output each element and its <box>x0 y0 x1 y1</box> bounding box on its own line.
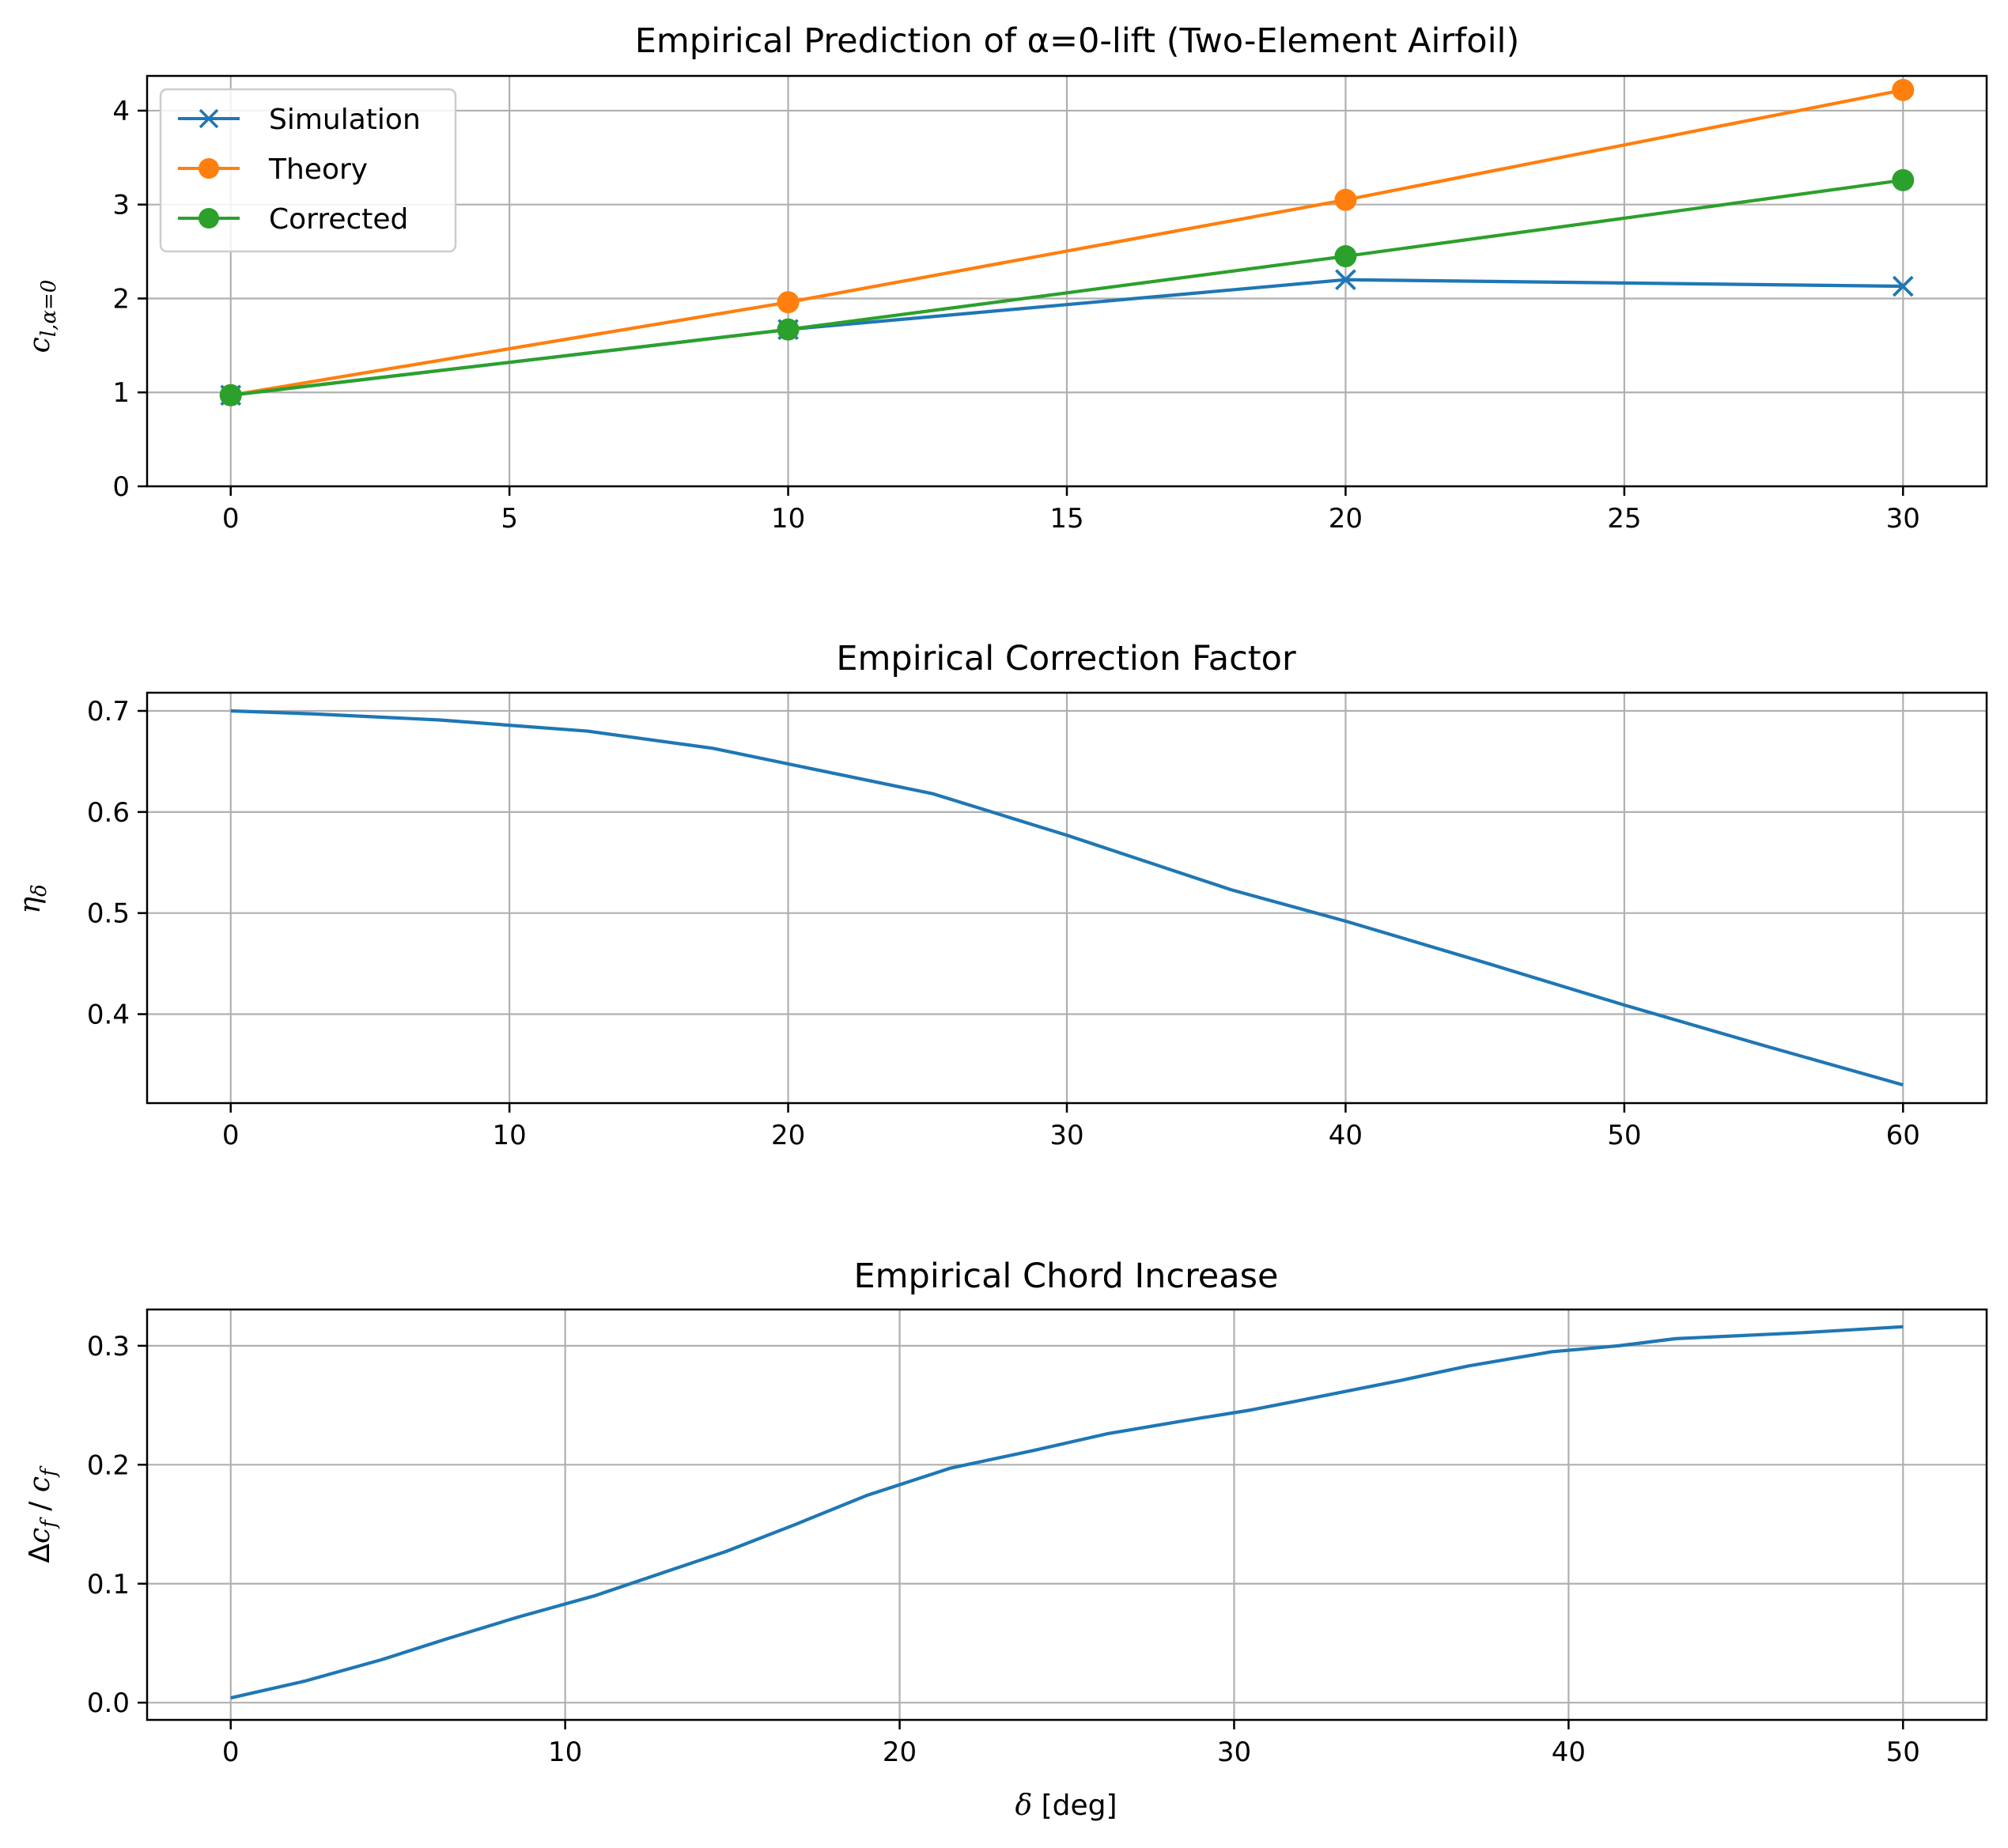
legend-label-corrected: Corrected <box>269 203 408 236</box>
y-tick-label: 0.3 <box>87 1331 130 1362</box>
data-point-theory <box>777 291 800 314</box>
plot-frame-lift <box>146 74 1988 488</box>
x-tick-label: 60 <box>1886 1120 1920 1151</box>
x-tick-label: 40 <box>1552 1737 1586 1768</box>
y-tick-label: 0 <box>112 471 130 503</box>
y-axis-label-correction: ηδ <box>14 884 51 913</box>
series-line-theory <box>230 88 1904 397</box>
y-tick-label: 3 <box>112 190 130 221</box>
plot-frame-chord <box>146 1308 1988 1721</box>
x-tick-label: 5 <box>501 503 518 535</box>
ticks-correction: 0 10 20 30 40 50 60 0.4 0.5 0.6 0.7 <box>87 696 1920 1151</box>
x-tick-label: 30 <box>1886 503 1920 535</box>
ticks-lift: 0 5 10 15 20 25 30 0 1 2 3 4 <box>112 96 1920 535</box>
data-point-corrected <box>219 384 242 406</box>
data-point-corrected <box>1334 245 1357 268</box>
y-tick-label: 2 <box>112 283 130 315</box>
x-tick-label: 0 <box>222 1120 240 1151</box>
legend-box <box>159 88 457 253</box>
series-line-series <box>230 709 1904 1087</box>
y-tick-label: 0.1 <box>87 1569 130 1600</box>
y-axis-label-chord: Δcf / cf <box>24 1465 61 1563</box>
series-correction <box>230 709 1904 1087</box>
x-tick-label: 15 <box>1049 503 1083 535</box>
data-point-simulation <box>1335 269 1356 291</box>
y-tick-label: 1 <box>112 377 130 409</box>
panel-chord-increase: Empirical Chord Increase Δcf / cf 0 10 20 3… <box>24 1257 1988 1822</box>
series-lift <box>219 78 1915 406</box>
chart-title-chord: Empirical Chord Increase <box>854 1257 1279 1296</box>
legend-marker-theory <box>199 158 219 179</box>
data-point-theory <box>1892 78 1915 101</box>
y-tick-label: 0.6 <box>87 797 130 829</box>
ticks-chord: 0 10 20 30 40 50 0.0 0.1 0.2 0.3 <box>87 1331 1920 1768</box>
y-tick-label: 0.2 <box>87 1449 130 1481</box>
x-tick-label: 25 <box>1607 503 1641 535</box>
x-axis-label-chord: δ [deg] <box>1015 1789 1117 1822</box>
x-tick-label: 10 <box>548 1737 582 1768</box>
chart-title-correction: Empirical Correction Factor <box>836 639 1296 678</box>
data-point-corrected <box>1892 168 1915 191</box>
x-tick-label: 50 <box>1607 1120 1641 1151</box>
y-tick-label: 0.0 <box>87 1687 130 1719</box>
x-tick-label: 50 <box>1886 1737 1920 1768</box>
x-tick-label: 0 <box>222 1737 240 1768</box>
legend-marker-simulation <box>199 108 219 129</box>
grid-correction <box>147 693 1987 1103</box>
x-tick-label: 0 <box>222 503 240 535</box>
series-line-corrected <box>230 178 1904 397</box>
y-tick-label: 0.7 <box>87 696 130 727</box>
y-axis-label-lift: cl,α=0 <box>24 280 61 353</box>
chart-title-lift: Empirical Prediction of α=0-lift (Two-El… <box>635 21 1520 61</box>
legend-label-simulation: Simulation <box>269 104 421 136</box>
x-tick-label: 10 <box>493 1120 527 1151</box>
x-tick-label: 10 <box>771 503 805 535</box>
y-tick-label: 4 <box>112 96 130 127</box>
plot-frame-correction <box>146 691 1988 1105</box>
data-point-simulation <box>1892 275 1914 297</box>
legend-marker-corrected <box>199 208 219 229</box>
series-chord <box>230 1325 1904 1700</box>
x-tick-label: 30 <box>1049 1120 1083 1151</box>
data-point-corrected <box>777 318 800 341</box>
data-point-theory <box>1334 188 1357 211</box>
panel-lift-prediction: Empirical Prediction of α=0-lift (Two-El… <box>24 21 1988 535</box>
y-tick-label: 0.5 <box>87 898 130 930</box>
x-tick-label: 30 <box>1217 1737 1251 1768</box>
x-tick-label: 20 <box>771 1120 805 1151</box>
x-tick-label: 20 <box>883 1737 917 1768</box>
x-tick-label: 40 <box>1329 1120 1363 1151</box>
x-tick-label: 20 <box>1329 503 1363 535</box>
y-tick-label: 0.4 <box>87 1000 130 1031</box>
panel-correction-factor: Empirical Correction Factor ηδ 0 10 20 30 40… <box>14 639 1988 1151</box>
series-line-series <box>230 1325 1904 1700</box>
grid-chord <box>147 1309 1987 1720</box>
legend: Simulation Theory Corrected <box>159 88 457 253</box>
legend-label-theory: Theory <box>268 153 368 186</box>
